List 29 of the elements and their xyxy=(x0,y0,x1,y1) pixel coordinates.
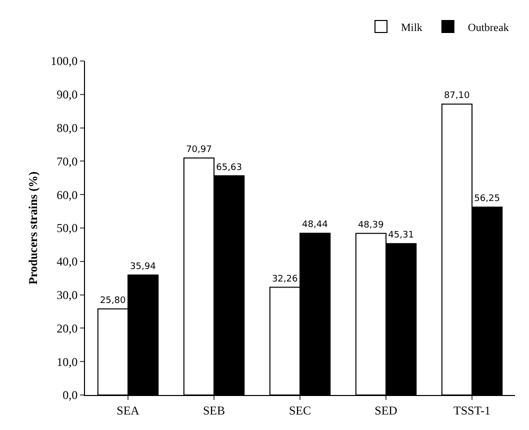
y-tick-label: 80,0 xyxy=(56,121,78,135)
y-tick-label: 10,0 xyxy=(56,354,78,369)
x-tick-label: SEB xyxy=(202,403,226,418)
y-tick-label: 20,0 xyxy=(56,321,78,336)
data-label: 70,97 xyxy=(186,144,212,155)
data-label: 48,39 xyxy=(358,220,384,230)
data-label: 25,80 xyxy=(100,296,126,306)
x-tick-label: SED xyxy=(374,403,398,418)
data-label: 48,44 xyxy=(302,220,328,230)
data-label: 56,25 xyxy=(474,194,500,204)
legend-label: Milk xyxy=(401,22,423,34)
data-label: 45,31 xyxy=(388,230,414,241)
data-label: 35,94 xyxy=(130,262,156,272)
y-tick-label: 60,0 xyxy=(56,188,78,202)
y-tick-label: 90,0 xyxy=(56,88,78,102)
y-axis-title: Producers strains (%) xyxy=(26,171,40,285)
y-tick-label: 100,0 xyxy=(50,54,78,68)
y-tick-label: 0,0 xyxy=(62,388,78,402)
y-tick-label: 40,0 xyxy=(56,254,78,269)
x-tick-label: SEA xyxy=(116,403,140,418)
legend-label: Outbreak xyxy=(468,22,510,34)
y-tick-label: 50,0 xyxy=(56,221,78,236)
y-tick-label: 70,0 xyxy=(56,154,78,168)
x-tick-label: TSST-1 xyxy=(454,403,490,418)
x-tick-label: SEC xyxy=(288,403,312,418)
data-label: 32,26 xyxy=(272,274,298,284)
data-label: 87,10 xyxy=(444,91,470,102)
data-label: 65,63 xyxy=(216,162,242,173)
y-tick-label: 30,0 xyxy=(56,288,78,302)
